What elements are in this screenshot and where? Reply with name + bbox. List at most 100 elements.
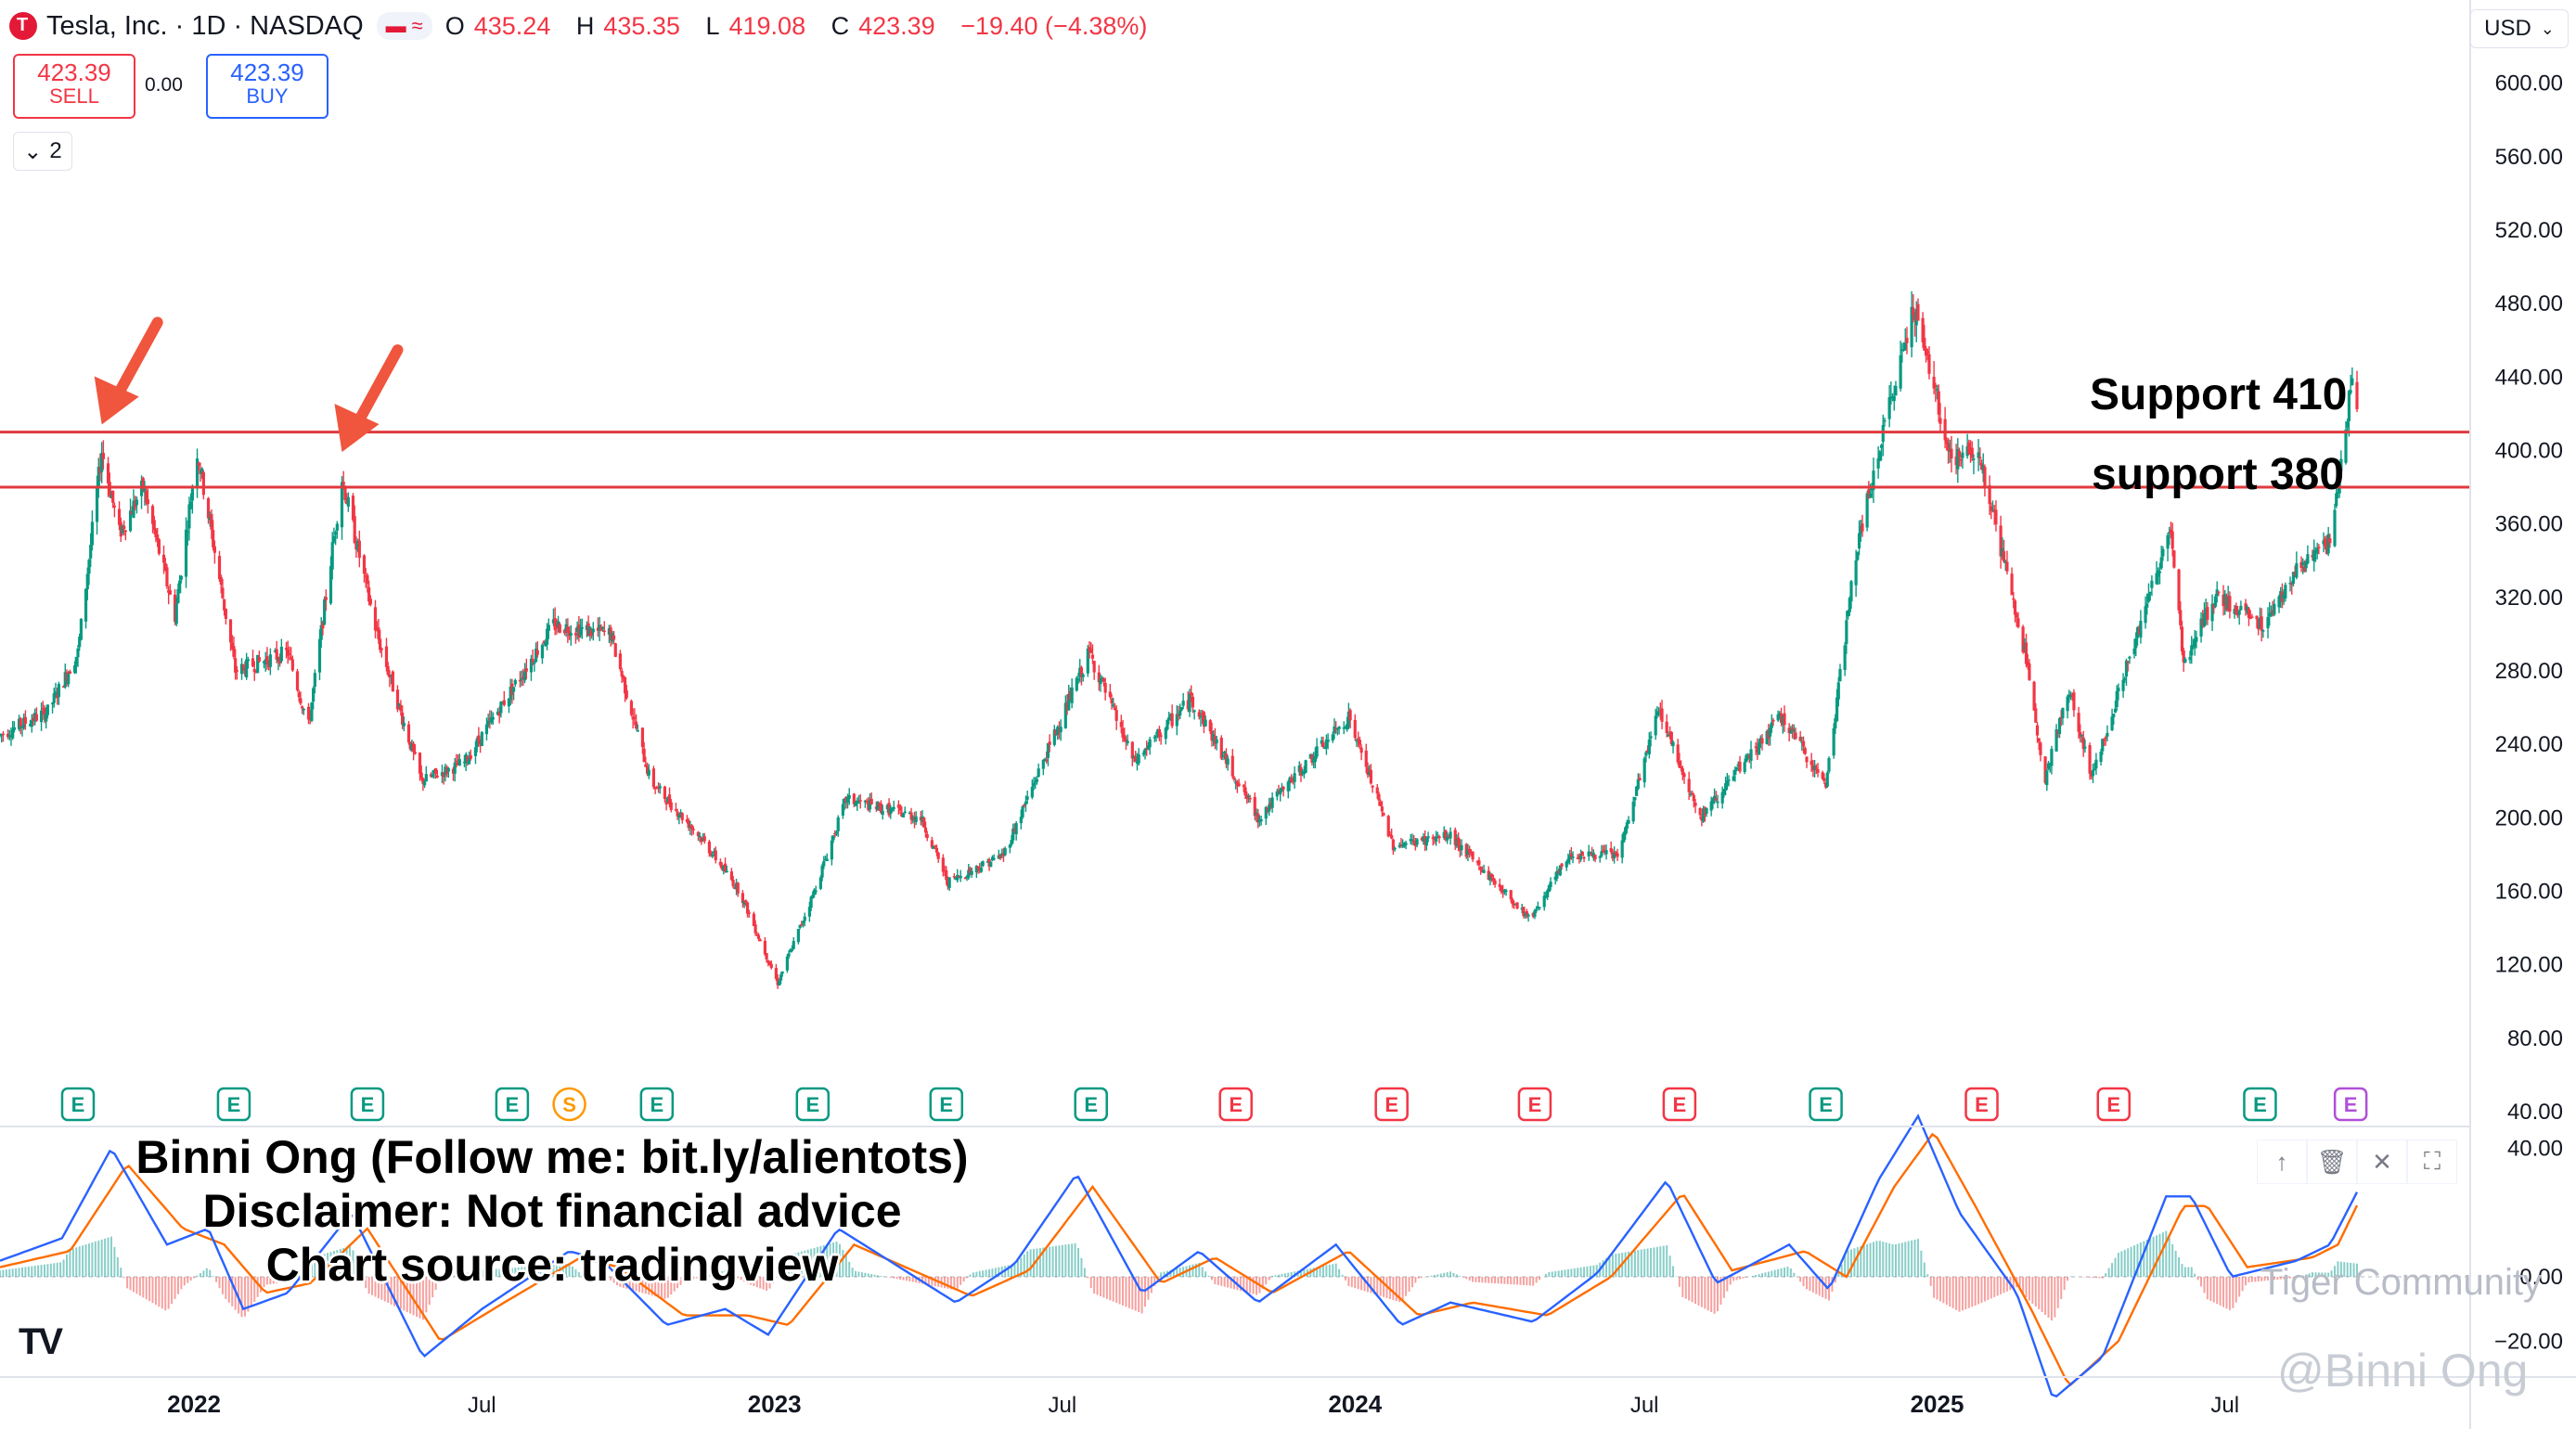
earnings-event-icon xyxy=(795,1087,831,1122)
candle-body xyxy=(954,878,958,880)
candle-body xyxy=(934,845,937,848)
candle-body xyxy=(45,714,48,722)
candle-body xyxy=(1153,737,1156,739)
candle-body xyxy=(1037,768,1040,778)
candle-body xyxy=(299,698,303,704)
candle-body xyxy=(61,686,66,688)
candle-body xyxy=(2169,529,2173,534)
candle-body xyxy=(2195,637,2198,642)
sell-button[interactable]: 423.39 SELL xyxy=(13,54,135,119)
candle-body xyxy=(1709,801,1713,811)
candle-body xyxy=(946,879,950,887)
earnings-event-icon xyxy=(929,1087,964,1122)
candle-body xyxy=(1913,313,1917,321)
candle-body xyxy=(57,684,61,698)
candle-body xyxy=(755,933,759,936)
candle-body xyxy=(818,877,822,889)
candle-body xyxy=(6,733,10,738)
buy-button[interactable]: 423.39 BUY xyxy=(206,54,328,119)
candle-body xyxy=(2077,713,2080,732)
candle-body xyxy=(1614,852,1617,855)
candle-body xyxy=(1056,727,1060,736)
candle-body xyxy=(408,741,412,750)
earnings-event-icon xyxy=(1374,1087,1409,1122)
candle-body xyxy=(1945,439,1949,444)
candle-body xyxy=(1468,848,1472,854)
candle-body xyxy=(1423,836,1427,845)
candle-body xyxy=(747,912,751,914)
candle-body xyxy=(1075,677,1078,691)
candle-body xyxy=(2257,618,2260,630)
candle-body xyxy=(518,679,522,682)
candle-body xyxy=(1286,781,1290,792)
candle-body xyxy=(908,812,911,815)
collapse-icon[interactable]: ✕ xyxy=(2357,1139,2407,1184)
candle-body xyxy=(1334,727,1338,730)
candle-body xyxy=(1865,493,1869,528)
candle-body xyxy=(709,853,713,856)
candle-body xyxy=(1801,740,1806,747)
candle-body xyxy=(2110,716,2114,730)
indicator-toggle[interactable]: ▬ ≈ xyxy=(376,12,432,40)
maximize-icon[interactable]: ⛶ xyxy=(2407,1139,2457,1184)
tradingview-logo-icon[interactable]: TV xyxy=(19,1321,63,1362)
candle-body xyxy=(2258,617,2262,629)
candle-body xyxy=(1302,772,1306,775)
split-event-icon xyxy=(552,1087,586,1122)
move-up-icon[interactable]: ↑ xyxy=(2257,1139,2307,1184)
currency-label: USD xyxy=(2484,16,2531,41)
candle-body xyxy=(1591,852,1594,856)
candle-body xyxy=(1901,349,1906,351)
candle-body xyxy=(1291,779,1295,782)
candle-body xyxy=(1522,907,1526,917)
candle-body xyxy=(796,929,800,943)
candle-body xyxy=(779,974,783,981)
candle-body xyxy=(132,500,135,518)
candle-body xyxy=(1776,714,1780,721)
candle-body xyxy=(324,597,328,600)
candle-body xyxy=(179,575,183,580)
candle-body xyxy=(524,668,528,672)
candle-body xyxy=(12,727,17,730)
candle-body xyxy=(1671,741,1675,747)
candle-body xyxy=(656,787,661,789)
symbol-title[interactable]: Tesla, Inc. · 1D · NASDAQ xyxy=(46,10,364,41)
candle-body xyxy=(1246,795,1251,798)
tiger-community-watermark: Tiger Community xyxy=(2260,1262,2543,1303)
candle-body xyxy=(84,588,88,622)
candle-body xyxy=(2155,573,2158,585)
candle-body xyxy=(210,514,213,530)
candle-body xyxy=(763,940,766,955)
candle-body xyxy=(1903,342,1907,351)
trash-icon[interactable]: 🗑 xyxy=(2307,1139,2357,1184)
candle-body xyxy=(168,590,172,595)
event-letter: E xyxy=(361,1093,375,1116)
candle-body xyxy=(1868,493,1873,497)
candle-body xyxy=(2088,745,2092,774)
candle-body xyxy=(1052,729,1056,745)
layers-toggle[interactable]: ⌄ 2 xyxy=(13,132,72,171)
candle-body xyxy=(235,670,238,672)
candle-body xyxy=(101,453,106,459)
candle-body xyxy=(1364,750,1368,767)
candle-body xyxy=(2079,732,2082,738)
currency-select[interactable]: USD ⌄ xyxy=(2470,9,2569,48)
candle-body xyxy=(1375,787,1379,794)
candle-body xyxy=(555,626,559,629)
candle-body xyxy=(176,588,180,603)
candle-body xyxy=(976,866,980,869)
candle-body xyxy=(234,658,238,673)
candle-body xyxy=(540,644,545,659)
candle-body xyxy=(1177,714,1180,716)
candle-body xyxy=(1000,853,1004,856)
candle-body xyxy=(823,859,828,861)
macd-line xyxy=(0,1114,2359,1398)
candle-body xyxy=(384,646,389,667)
candle-body xyxy=(2070,694,2074,697)
candle-body xyxy=(1224,753,1229,765)
candle-body xyxy=(640,727,645,747)
candle-body xyxy=(790,949,794,951)
candle-body xyxy=(1912,307,1915,315)
